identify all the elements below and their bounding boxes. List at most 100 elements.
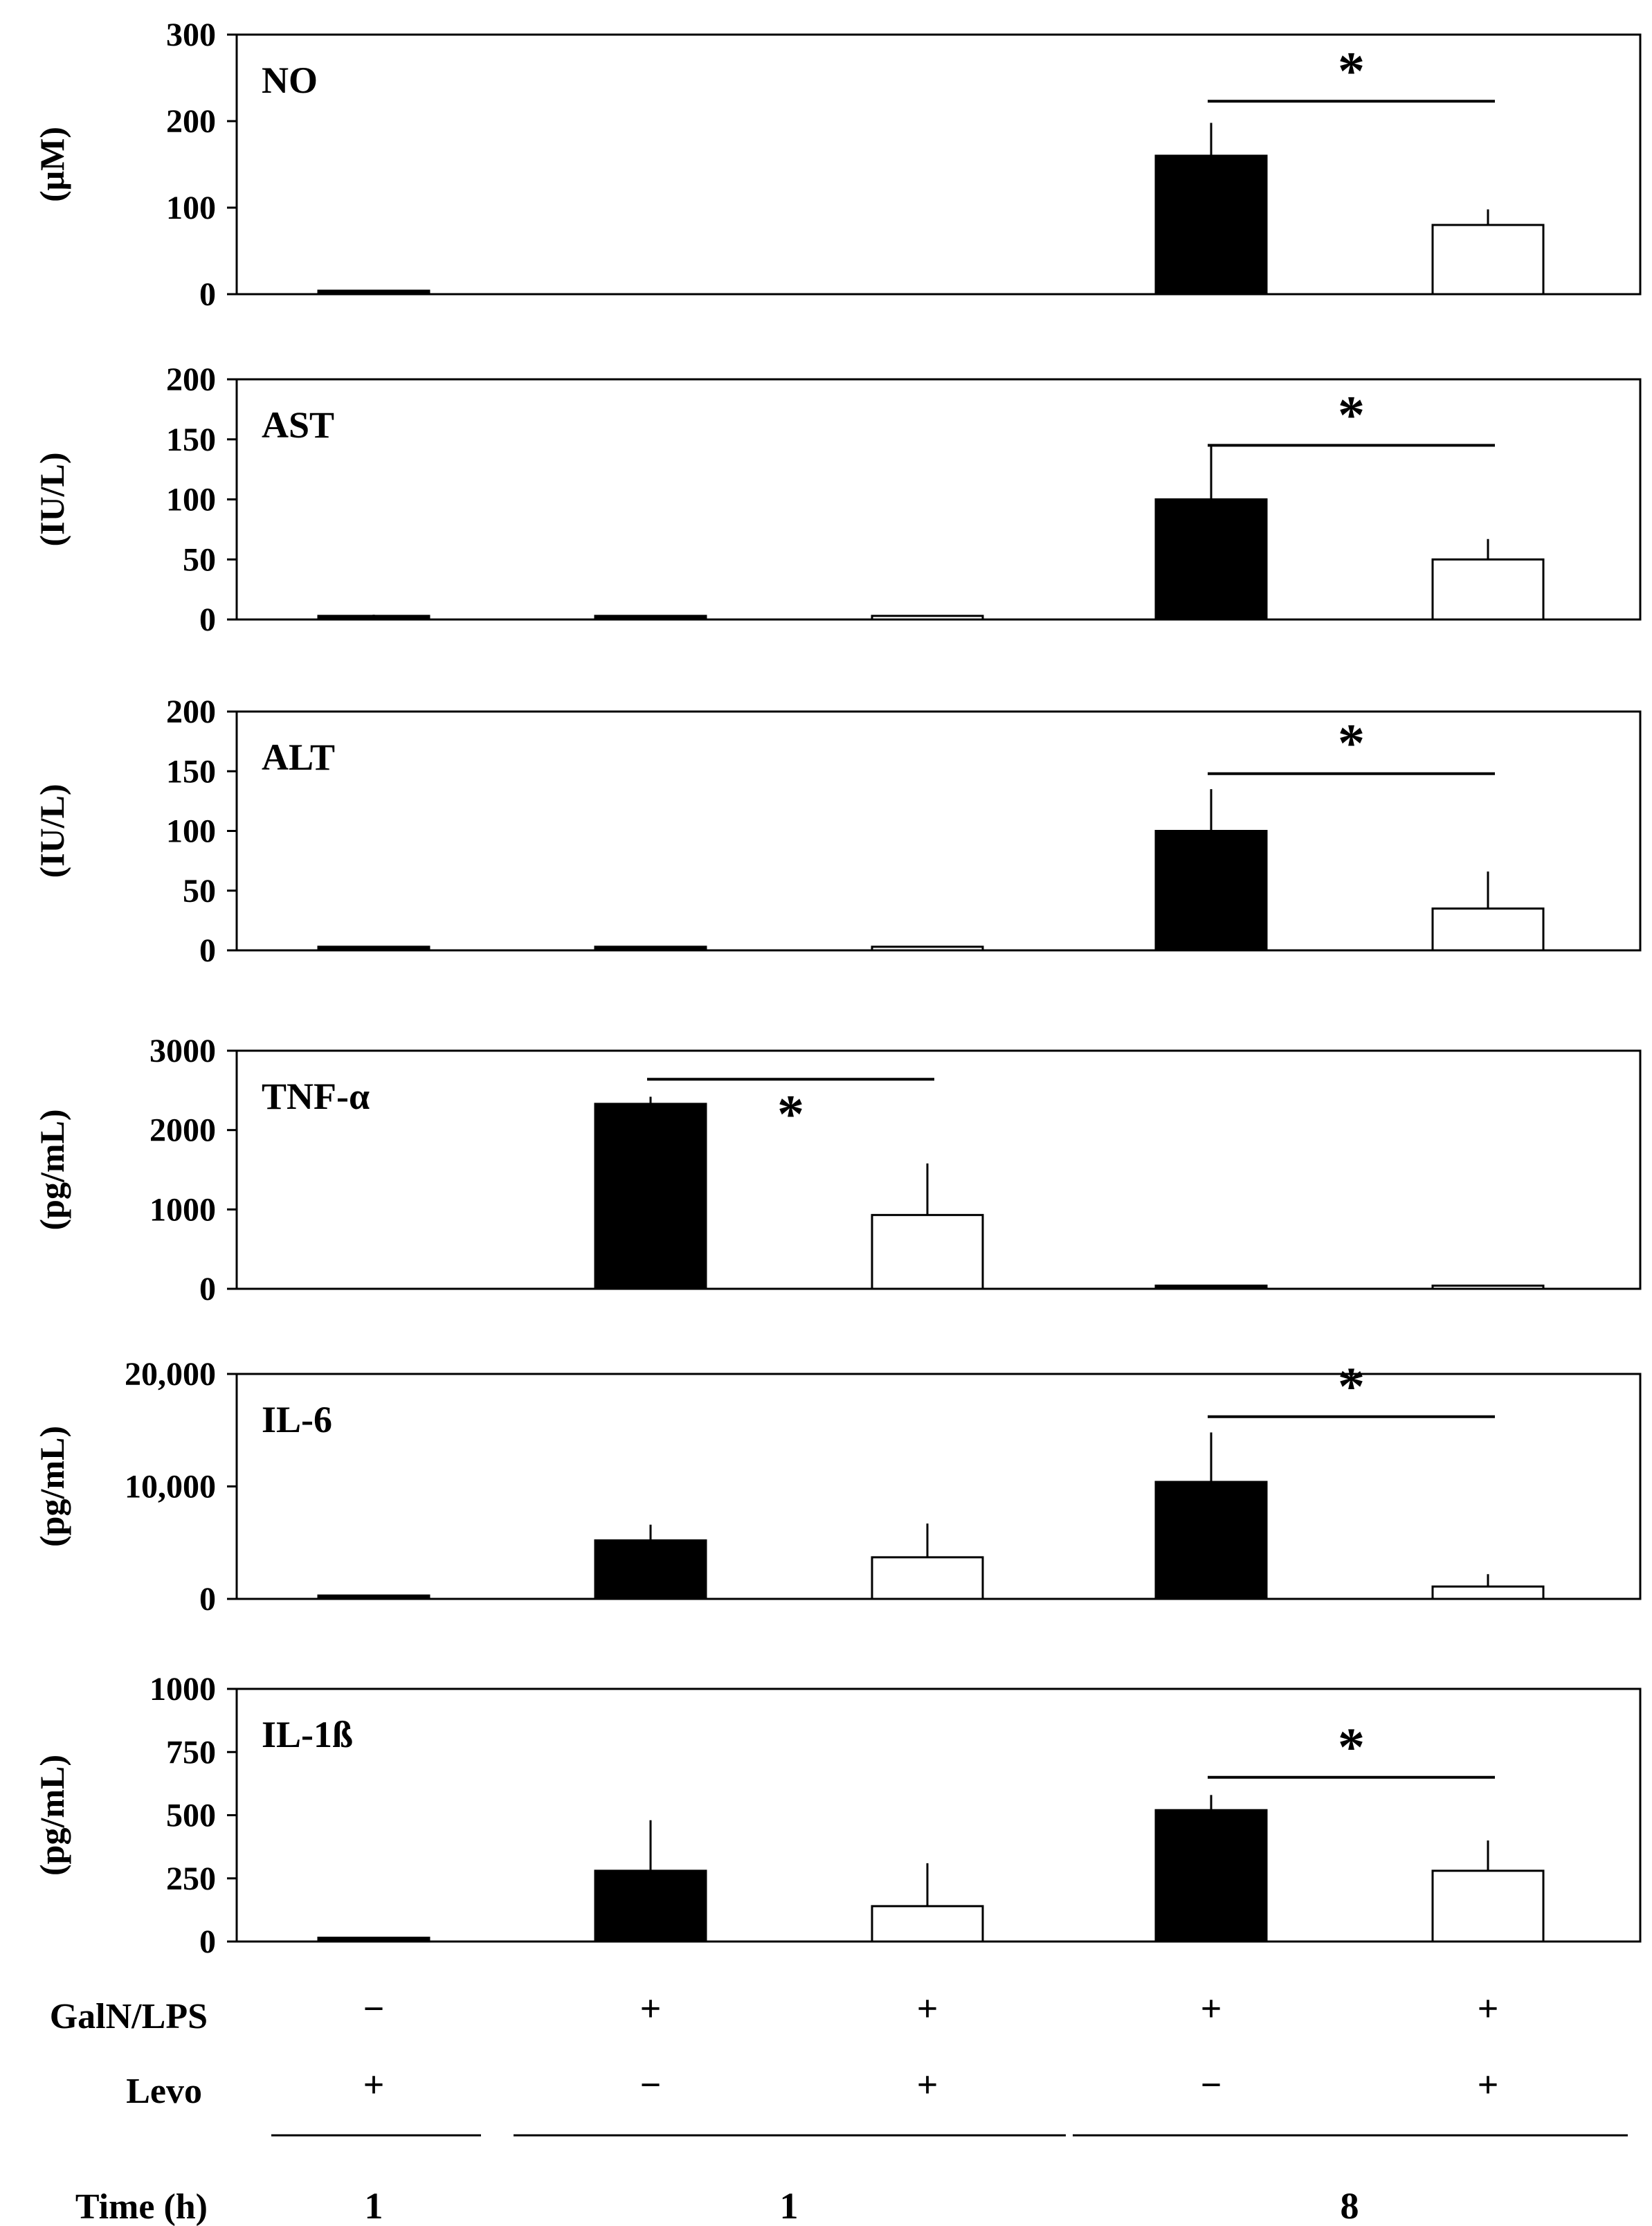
panel-4: 0 10,000 20,000 (pg/mL) IL-6 * (33, 1356, 1642, 1618)
bar (1154, 1809, 1268, 1943)
significance-star: * (777, 1083, 804, 1143)
time-group-label: 1 (365, 2185, 383, 2226)
panel-title: IL-6 (262, 1399, 332, 1440)
panel-frame (235, 710, 1642, 952)
bar (1154, 1481, 1268, 1600)
panel-title: TNF-α (262, 1076, 370, 1117)
y-tick-label: 250 (166, 1861, 216, 1897)
levo-row-label: Levo (126, 2072, 202, 2111)
time-group-label: 8 (1341, 2185, 1359, 2226)
y-tick-label: 0 (199, 1924, 216, 1960)
y-tick-label: 50 (183, 541, 216, 578)
y-tick-label: 500 (166, 1798, 216, 1834)
significance-star: * (1338, 713, 1365, 773)
panel-frame (235, 1687, 1642, 1943)
y-tick-label: 50 (183, 873, 216, 910)
galn-lps-sign: + (640, 1988, 662, 2029)
bar (1154, 154, 1268, 296)
levo-sign: − (1201, 2064, 1222, 2106)
y-tick-label: 200 (166, 361, 216, 398)
y-tick-label: 100 (166, 190, 216, 226)
y-tick-label: 3000 (149, 1033, 216, 1069)
y-tick-label: 1000 (149, 1671, 216, 1708)
panel-title: AST (262, 404, 334, 446)
bar (871, 945, 984, 952)
bar (871, 1556, 984, 1600)
bar (594, 1539, 707, 1600)
bar (594, 1870, 707, 1943)
y-tick-label: 1000 (149, 1191, 216, 1228)
y-tick-label: 0 (199, 1581, 216, 1618)
bar (317, 615, 430, 621)
y-tick-label: 100 (166, 813, 216, 850)
panel-5: 0 250 500 750 1000 (pg/mL) IL-1ß * (33, 1671, 1642, 1960)
significance-star: * (1338, 384, 1365, 444)
galn-lps-row-label: GalN/LPS (50, 1997, 208, 2036)
bar (1154, 498, 1268, 621)
y-tick-label: 20,000 (125, 1356, 216, 1393)
y-tick-label: 10,000 (125, 1469, 216, 1505)
y-tick-label: 0 (199, 1271, 216, 1307)
y-axis-label: (IU/L) (33, 784, 71, 878)
galn-lps-sign: − (363, 1988, 385, 2029)
panel-2: 0 50 100 150 200 (IU/L) ALT * (33, 694, 1642, 969)
y-tick-label: 150 (166, 753, 216, 790)
y-tick-label: 2000 (149, 1112, 216, 1149)
y-tick-label: 750 (166, 1734, 216, 1771)
panel-3: 0 1000 2000 3000 (pg/mL) TNF-α * (33, 1033, 1642, 1307)
y-tick-label: 0 (199, 932, 216, 969)
y-axis-label: (μM) (33, 127, 71, 202)
time-row-label: Time (h) (75, 2187, 208, 2226)
panel-frame (235, 378, 1642, 621)
bar (317, 1937, 430, 1943)
bar (594, 615, 707, 621)
panel-title: IL-1ß (262, 1714, 353, 1755)
panel-0: 0 100 200 300 (μM) NO * (33, 17, 1642, 313)
y-axis-label: (IU/L) (33, 452, 71, 546)
bar (594, 945, 707, 952)
galn-lps-sign: + (917, 1988, 938, 2029)
y-tick-label: 100 (166, 482, 216, 518)
significance-star: * (1338, 1717, 1365, 1777)
y-tick-label: 0 (199, 601, 216, 638)
bar (1154, 1284, 1268, 1290)
bar (317, 945, 430, 952)
panel-title: ALT (262, 736, 335, 778)
panel-1: 0 50 100 150 200 (IU/L) AST * (33, 361, 1642, 638)
bar (1431, 1284, 1545, 1290)
y-tick-label: 300 (166, 17, 216, 53)
significance-star: * (1338, 40, 1365, 100)
levo-sign: + (1478, 2064, 1499, 2106)
bar (1431, 907, 1545, 952)
bar (1431, 558, 1545, 621)
panel-title: NO (262, 60, 318, 101)
bar (871, 1905, 984, 1943)
bar (317, 1594, 430, 1600)
y-tick-label: 200 (166, 103, 216, 140)
bar (594, 1103, 707, 1290)
levo-sign: + (363, 2064, 385, 2106)
panel-frame (235, 33, 1642, 296)
bar (317, 289, 430, 296)
bar (1431, 1585, 1545, 1600)
levo-sign: + (917, 2064, 938, 2106)
y-tick-label: 0 (199, 276, 216, 313)
y-axis-label: (pg/mL) (33, 1110, 71, 1231)
bar (1431, 224, 1545, 296)
y-tick-label: 200 (166, 694, 216, 730)
galn-lps-sign: + (1201, 1988, 1222, 2029)
y-axis-label: (pg/mL) (33, 1426, 71, 1547)
bar (871, 1213, 984, 1290)
levo-sign: − (640, 2064, 662, 2106)
significance-star: * (1338, 1356, 1365, 1416)
time-group-label: 1 (780, 2185, 799, 2226)
bar (871, 615, 984, 621)
galn-lps-sign: + (1478, 1988, 1499, 2029)
group-table: GalN/LPS Levo Time (h) − + + + + + − + − +1 1 8 (50, 1988, 1628, 2226)
y-axis-label: (pg/mL) (33, 1755, 71, 1876)
bar (1431, 1870, 1545, 1943)
y-tick-label: 150 (166, 422, 216, 458)
bar (1154, 830, 1268, 952)
